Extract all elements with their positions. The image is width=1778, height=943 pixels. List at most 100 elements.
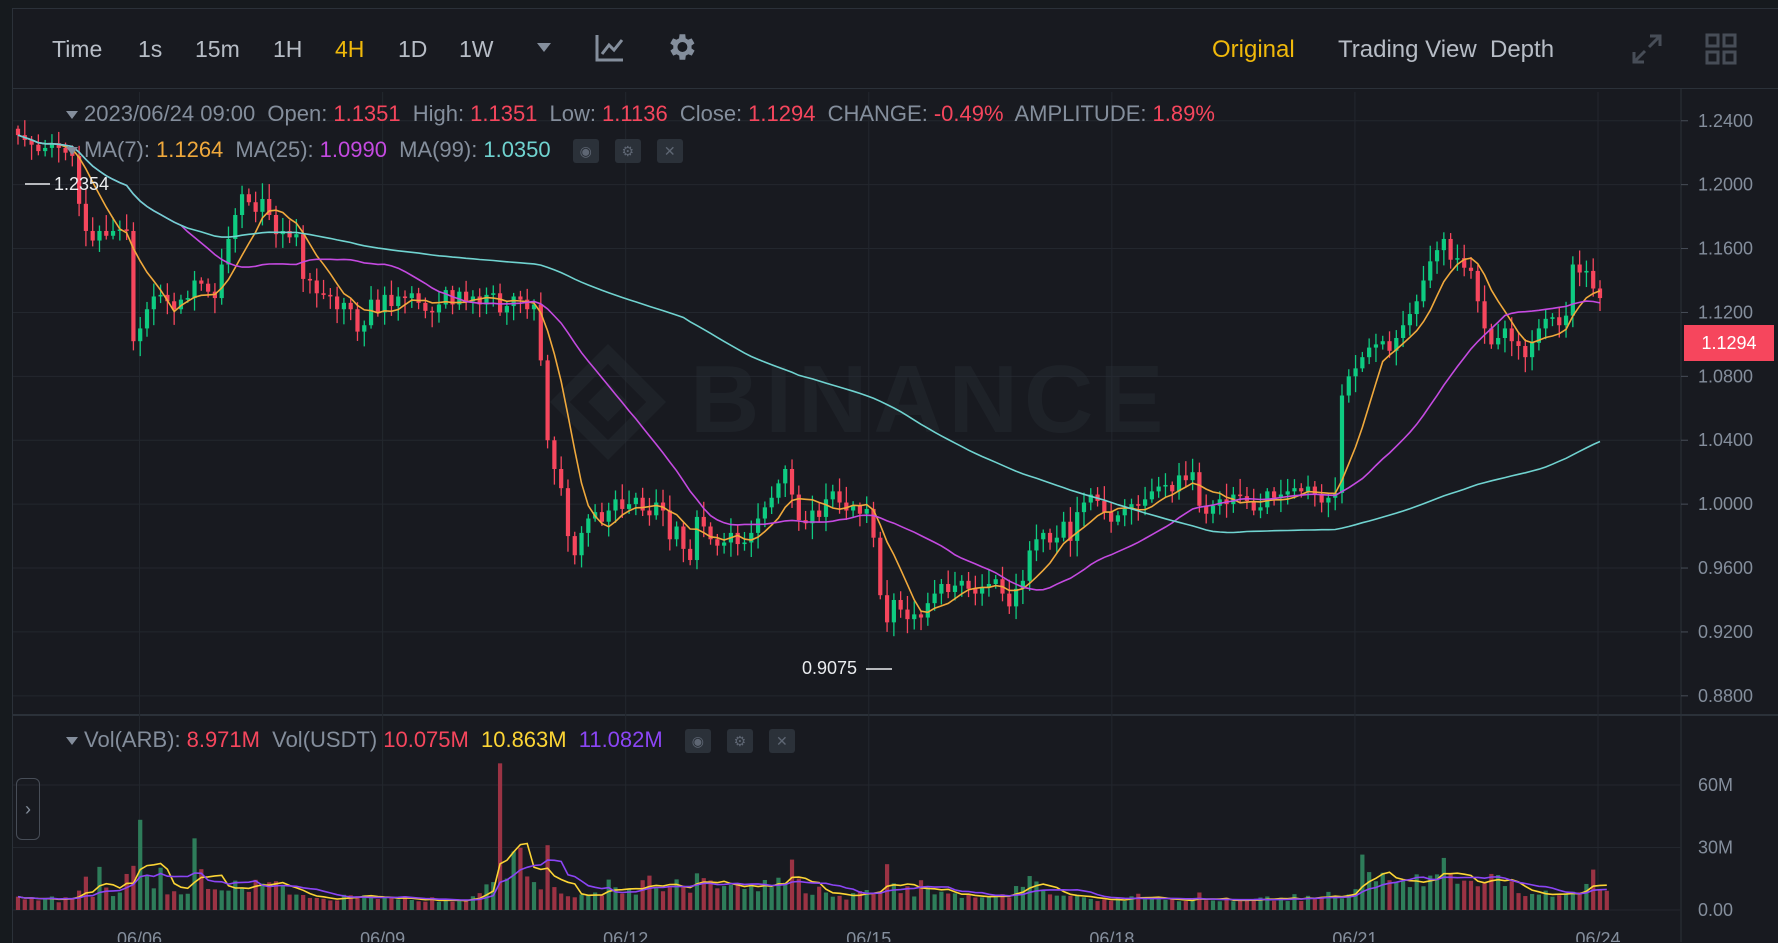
candle-body bbox=[233, 215, 238, 239]
candle-body bbox=[138, 328, 143, 342]
candle bbox=[667, 495, 672, 551]
candle-body bbox=[239, 194, 245, 216]
candle bbox=[1529, 330, 1535, 371]
volume-bar bbox=[1149, 897, 1154, 910]
candle bbox=[402, 290, 408, 314]
more-timeframes-chevron-icon[interactable] bbox=[535, 41, 553, 55]
settings-gear-icon[interactable] bbox=[664, 30, 698, 64]
timeframe-1h[interactable]: 1H bbox=[273, 36, 303, 62]
expand-sidebar-chevron-icon[interactable]: › bbox=[16, 778, 40, 840]
candle bbox=[586, 514, 591, 547]
candle-body bbox=[932, 593, 937, 604]
timeframe-15m[interactable]: 15m bbox=[195, 36, 240, 62]
volume-bar bbox=[1075, 895, 1080, 910]
indicators-icon[interactable] bbox=[594, 32, 626, 64]
volume-bar bbox=[1305, 895, 1311, 910]
volume-bar bbox=[647, 875, 652, 910]
volume-bar bbox=[1244, 900, 1250, 910]
volume-settings-icon[interactable]: ⚙ bbox=[726, 729, 753, 754]
candle bbox=[769, 486, 774, 515]
volume-bar bbox=[572, 897, 577, 910]
volume-bar bbox=[362, 895, 367, 910]
candle bbox=[654, 489, 659, 520]
volume-bar bbox=[328, 900, 333, 910]
vol-usdt-value-3: 11.082M bbox=[578, 727, 663, 752]
volume-bar bbox=[980, 897, 985, 910]
candle-body bbox=[966, 580, 971, 589]
candle bbox=[681, 522, 686, 563]
candle bbox=[1271, 487, 1277, 506]
timeframe-1s[interactable]: 1s bbox=[138, 36, 163, 62]
view-original-tab[interactable]: Original bbox=[1212, 36, 1295, 63]
view-trading-view-tab[interactable]: Trading View bbox=[1338, 36, 1477, 63]
candle bbox=[443, 286, 448, 309]
volume-bar bbox=[565, 896, 571, 910]
candle bbox=[1353, 355, 1358, 393]
timeframe-time[interactable]: Time bbox=[52, 36, 103, 62]
candle-body bbox=[1339, 395, 1345, 493]
volume-bar bbox=[932, 894, 937, 910]
candle-body bbox=[423, 302, 428, 311]
volume-bar bbox=[1448, 874, 1453, 910]
time-tick-label: 06/21 bbox=[1332, 929, 1377, 942]
price-tick-label: 1.0400 bbox=[1698, 430, 1753, 450]
collapse-ma-chevron-icon[interactable] bbox=[66, 147, 78, 156]
candle-body bbox=[633, 497, 638, 505]
candle bbox=[1421, 265, 1426, 308]
candle-body bbox=[117, 229, 122, 231]
layout-grid-icon[interactable] bbox=[1704, 32, 1738, 66]
candle-body bbox=[1367, 347, 1372, 358]
candle-body bbox=[267, 199, 272, 216]
candle bbox=[36, 134, 41, 156]
candle bbox=[1557, 307, 1562, 338]
fullscreen-icon[interactable] bbox=[1630, 32, 1664, 66]
volume-bar bbox=[382, 897, 387, 910]
ma-settings-icon[interactable]: ⚙ bbox=[614, 139, 641, 164]
visibility-eye-icon[interactable]: ◉ bbox=[572, 139, 599, 164]
collapse-legend-chevron-icon[interactable] bbox=[66, 111, 78, 120]
candle bbox=[572, 531, 577, 565]
candle bbox=[436, 290, 442, 323]
ma-close-icon[interactable]: ✕ bbox=[656, 139, 683, 164]
candle-body bbox=[416, 293, 421, 303]
volume-bar bbox=[1292, 894, 1297, 910]
volume-bar bbox=[783, 882, 788, 910]
volume-close-icon[interactable]: ✕ bbox=[768, 729, 795, 754]
candle-body bbox=[1170, 484, 1175, 492]
view-depth-tab[interactable]: Depth bbox=[1490, 36, 1555, 63]
volume-bar bbox=[640, 880, 645, 910]
timeframe-1d[interactable]: 1D bbox=[398, 36, 428, 62]
timeframe-4h[interactable]: 4H bbox=[335, 36, 365, 62]
candle bbox=[613, 490, 618, 523]
volume-bar bbox=[97, 866, 102, 910]
volume-bar bbox=[762, 880, 767, 910]
candle bbox=[348, 298, 353, 321]
candle bbox=[1163, 473, 1168, 498]
candle-body bbox=[606, 510, 611, 522]
volume-bar bbox=[1346, 894, 1351, 910]
candle-body bbox=[1407, 314, 1412, 326]
volume-bar bbox=[1190, 900, 1195, 910]
volume-bar bbox=[355, 896, 360, 910]
candle bbox=[925, 592, 930, 626]
volume-bar bbox=[586, 895, 591, 910]
vol-arb-value: 8.971M bbox=[186, 727, 260, 752]
candle-body bbox=[654, 502, 659, 516]
candle-body bbox=[871, 508, 876, 538]
volume-bar bbox=[796, 878, 801, 910]
timeframe-1w[interactable]: 1W bbox=[459, 36, 494, 62]
candle bbox=[844, 486, 849, 520]
collapse-volume-chevron-icon[interactable] bbox=[66, 737, 78, 746]
candle-body bbox=[572, 536, 577, 556]
candle-body bbox=[1176, 475, 1182, 492]
volume-bar bbox=[307, 897, 313, 910]
candle-body bbox=[1271, 491, 1277, 498]
volume-bar bbox=[1000, 894, 1005, 910]
volume-bar bbox=[1095, 901, 1100, 910]
candle bbox=[1563, 301, 1569, 338]
volume-bar bbox=[396, 899, 401, 910]
candle-body bbox=[1536, 328, 1541, 343]
candle bbox=[110, 217, 116, 240]
volume-visibility-eye-icon[interactable]: ◉ bbox=[684, 729, 711, 754]
